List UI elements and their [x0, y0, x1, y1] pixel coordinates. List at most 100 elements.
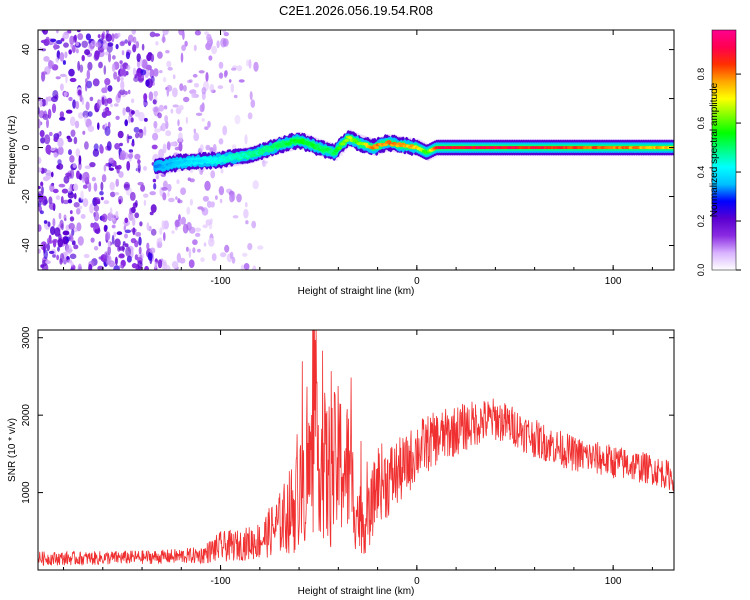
heatmap-noise-cell — [178, 132, 183, 142]
y-tick-label: 40 — [21, 44, 32, 56]
heatmap-noise-cell — [188, 79, 193, 83]
heatmap-noise-cell — [165, 130, 172, 137]
heatmap-noise-cell — [67, 259, 73, 264]
y-tick-label: 1000 — [21, 481, 32, 504]
heatmap-noise-cell — [167, 191, 170, 197]
heatmap-noise-cell — [152, 132, 159, 141]
heatmap-noise-cell — [141, 43, 145, 51]
heatmap-noise-cell — [211, 253, 217, 262]
heatmap-noise-cell — [165, 50, 170, 54]
heatmap-noise-cell — [40, 181, 44, 187]
heatmap-noise-cell — [177, 119, 180, 127]
heatmap-noise-cell — [45, 144, 52, 155]
heatmap-noise-cell — [232, 215, 239, 219]
heatmap-noise-cell — [120, 150, 126, 161]
heatmap-noise-cell — [193, 83, 200, 88]
heatmap-noise-cell — [178, 141, 183, 152]
heatmap-noise-cell — [117, 32, 121, 38]
heatmap-noise-cell — [70, 261, 74, 267]
heatmap-noise-cell — [92, 148, 100, 157]
heatmap-noise-cell — [39, 130, 45, 138]
heatmap-noise-cell — [205, 219, 212, 226]
heatmap-noise-cell — [161, 220, 165, 229]
heatmap-noise-cell — [48, 60, 55, 68]
heatmap-noise-cell — [53, 42, 58, 51]
heatmap-noise-cell — [188, 248, 192, 259]
y-tick-label: 0 — [21, 144, 32, 150]
heatmap-noise-cell — [159, 227, 163, 236]
snr-y-ticks: 1000 2000 3000 — [21, 326, 674, 504]
heatmap-noise-cell — [112, 55, 116, 60]
heatmap-noise-cell — [152, 99, 157, 105]
heatmap-noise-cell — [162, 180, 168, 189]
heatmap-ridge-cell — [287, 141, 293, 145]
heatmap-noise-cell — [38, 118, 41, 129]
heatmap-noise-cell — [257, 245, 264, 250]
heatmap-noise-cell — [208, 237, 215, 247]
heatmap-ridge-cell — [347, 136, 353, 140]
heatmap-noise-cell — [102, 40, 108, 50]
heatmap-noise-cell — [120, 80, 125, 91]
heatmap-noise-cell — [57, 137, 64, 148]
heatmap-noise-cell — [158, 237, 163, 244]
heatmap-noise-cell — [145, 79, 150, 87]
heatmap-noise-cell — [40, 48, 47, 52]
heatmap-noise-cell — [153, 68, 159, 77]
heatmap-noise-cell — [201, 118, 205, 122]
heatmap-noise-cell — [157, 259, 163, 269]
heatmap-noise-cell — [79, 94, 83, 103]
heatmap-noise-cell — [80, 190, 84, 201]
heatmap-noise-cell — [59, 83, 64, 91]
heatmap-noise-cell — [71, 240, 76, 246]
snr-frame — [37, 329, 675, 571]
heatmap-noise-cell — [180, 216, 186, 225]
heatmap-noise-cell — [81, 172, 86, 183]
heatmap-noise-cell — [245, 220, 249, 225]
heatmap-noise-cell — [116, 231, 123, 236]
heatmap-noise-cell — [105, 231, 111, 241]
heatmap-noise-cell — [125, 106, 131, 113]
heatmap-noise-cell — [206, 33, 212, 42]
snr-x-label: Height of straight line (km) — [298, 586, 415, 597]
heatmap-noise-cell — [113, 71, 118, 80]
heatmap-noise-cell — [55, 195, 61, 200]
heatmap-noise-cell — [38, 167, 42, 173]
heatmap-panel: -100 0 100 -40 -20 0 20 40 Height of straight … — [7, 29, 675, 297]
heatmap-noise-cell — [154, 128, 161, 133]
heatmap-noise-cell — [218, 186, 225, 196]
heatmap-noise-cell — [135, 231, 142, 237]
heatmap-noise-cell — [119, 77, 124, 81]
heatmap-noise-cell — [76, 222, 82, 232]
heatmap-noise-cell — [47, 221, 51, 227]
heatmap-noise-cell — [134, 153, 141, 160]
heatmap-noise-cell — [131, 206, 136, 214]
heatmap-noise-cell — [130, 117, 134, 123]
snr-x-ticks: -100 0 100 — [63, 330, 653, 587]
heatmap-noise-cell — [93, 222, 100, 230]
colorbar-tick-label: 0.2 — [696, 215, 706, 228]
heatmap-noise-cell — [101, 33, 105, 41]
heatmap-noise-cell — [158, 104, 165, 112]
heatmap-noise-cell — [77, 112, 84, 119]
heatmap-noise-cell — [105, 163, 109, 167]
heatmap-noise-cell — [88, 182, 92, 193]
heatmap-noise-cell — [133, 76, 139, 82]
heatmap-noise-cell — [67, 199, 73, 204]
heatmap-noise-cell — [101, 213, 108, 223]
heatmap-noise-cell — [98, 256, 104, 260]
heatmap-noise-cell — [167, 183, 172, 192]
heatmap-noise-cell — [253, 61, 259, 72]
heatmap-ridge-cell — [344, 138, 349, 142]
heatmap-noise-cell — [106, 97, 113, 104]
heatmap-noise-cell — [244, 134, 248, 145]
heatmap-noise-cell — [103, 164, 107, 172]
heatmap-noise-cell — [69, 35, 75, 45]
heatmap-noise-cell — [115, 210, 119, 219]
heatmap-noise-cell — [48, 196, 53, 205]
heatmap-noise-cell — [81, 40, 88, 48]
heatmap-noise-cell — [153, 33, 161, 37]
heatmap-noise-cell — [150, 228, 157, 236]
x-tick-label: -100 — [211, 276, 231, 287]
heatmap-noise-cell — [222, 125, 228, 136]
heatmap-noise-cell — [243, 263, 250, 270]
